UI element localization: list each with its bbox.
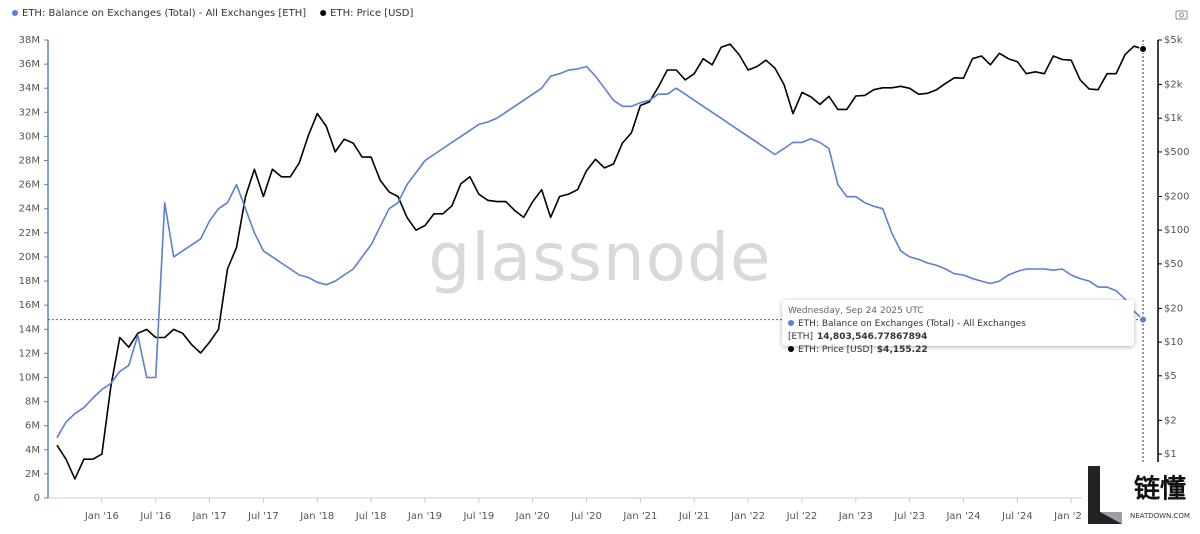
y2-tick-label: $500: [1164, 147, 1189, 158]
tooltip-value: 14,803,546.77867894: [816, 332, 928, 342]
y-tick-label: 28M: [19, 156, 40, 167]
y-tick-label: 2M: [25, 469, 40, 480]
x-tick-label: Jan '22: [730, 511, 765, 522]
x-tick-label: Jan '20: [515, 511, 550, 522]
tooltip-series: ETH: Price [USD]: [798, 345, 873, 355]
tooltip-value: $4,155.22: [876, 345, 928, 355]
y-tick-label: 24M: [19, 204, 40, 215]
x-tick-label: Jul '24: [1001, 511, 1033, 522]
y2-tick-label: $2: [1164, 415, 1177, 426]
y-tick-label: 16M: [19, 300, 40, 311]
y-tick-label: 32M: [19, 107, 40, 118]
tooltip-date: Wednesday, Sep 24 2025 UTC: [788, 306, 924, 316]
hover-point: [1139, 315, 1148, 324]
series-line: [56, 43, 1144, 480]
legend-label: ETH: Balance on Exchanges (Total) - All …: [22, 8, 306, 19]
y-tick-label: 6M: [25, 421, 40, 432]
x-tick-label: Jan '19: [407, 511, 442, 522]
y-tick-label: 26M: [19, 180, 40, 191]
x-tick-label: Jul '23: [893, 511, 925, 522]
x-tick-label: Jul '18: [355, 511, 387, 522]
tooltip: Wednesday, Sep 24 2025 UTC ETH: Balance …: [782, 300, 1134, 355]
y2-tick-label: $2k: [1164, 80, 1183, 91]
x-tick-label: Jan '17: [192, 511, 227, 522]
y-tick-label: 0: [34, 493, 40, 504]
tooltip-row: ETH: Balance on Exchanges (Total) - All …: [788, 318, 1128, 344]
x-tick-label: Jul '17: [247, 511, 279, 522]
y2-tick-label: $20: [1164, 303, 1183, 314]
y-tick-label: 30M: [19, 131, 40, 142]
hover-point: [1139, 44, 1148, 53]
y2-tick-label: $1: [1164, 449, 1177, 460]
legend-label: ETH: Price [USD]: [330, 8, 413, 19]
x-tick-label: Jul '19: [462, 511, 494, 522]
legend-dot: [12, 10, 18, 16]
y2-tick-label: $100: [1164, 225, 1189, 236]
y2-tick-label: $5: [1164, 371, 1177, 382]
y2-tick-label: $5k: [1164, 35, 1183, 46]
y-tick-label: 38M: [19, 35, 40, 46]
y2-tick-label: $50: [1164, 259, 1183, 270]
series-line: [56, 65, 1144, 439]
y-tick-label: 4M: [25, 445, 40, 456]
y2-tick-label: $1k: [1164, 113, 1183, 124]
tooltip-dot: [788, 346, 794, 352]
x-tick-label: Jan '25: [1053, 511, 1088, 522]
y-tick-label: 18M: [19, 276, 40, 287]
x-tick-label: Jul '21: [678, 511, 710, 522]
y-tick-label: 10M: [19, 372, 40, 383]
watermark: glassnode: [428, 219, 771, 296]
x-tick-label: Jan '24: [945, 511, 980, 522]
x-tick-label: Jan '18: [299, 511, 334, 522]
y-tick-label: 14M: [19, 324, 40, 335]
y-tick-label: 36M: [19, 59, 40, 70]
x-tick-label: Jul '16: [139, 511, 171, 522]
y-tick-label: 8M: [25, 397, 40, 408]
y-tick-label: 22M: [19, 228, 40, 239]
y-tick-label: 12M: [19, 348, 40, 359]
x-tick-label: Jan '21: [622, 511, 657, 522]
x-tick-label: Jul '22: [786, 511, 818, 522]
y2-tick-label: $10: [1164, 337, 1183, 348]
legend-dot: [320, 10, 327, 16]
x-tick-label: Jan '16: [84, 511, 119, 522]
y-tick-label: 34M: [19, 83, 40, 94]
camera-icon[interactable]: [1175, 10, 1188, 20]
x-tick-label: Jan '23: [838, 511, 873, 522]
x-tick-label: Jul '20: [570, 511, 602, 522]
y2-tick-label: $200: [1164, 191, 1189, 202]
tooltip-dot: [788, 320, 794, 326]
y-tick-label: 20M: [19, 252, 40, 263]
tooltip-series: ETH: Balance on Exchanges (Total) - All …: [788, 319, 1026, 342]
tooltip-row: ETH: Price [USD] $4,155.22: [788, 344, 1128, 357]
